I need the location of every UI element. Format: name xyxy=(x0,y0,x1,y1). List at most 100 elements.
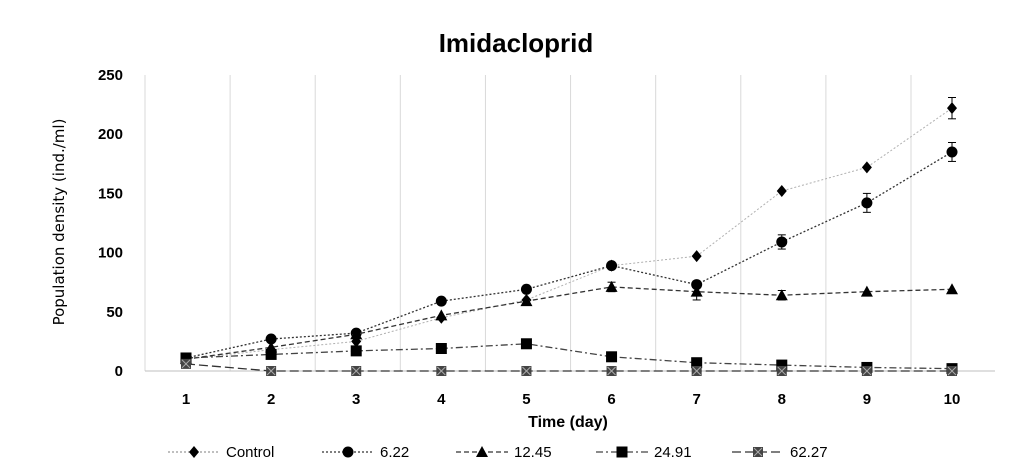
y-tick-label: 100 xyxy=(98,245,123,262)
data-point xyxy=(861,197,873,209)
marker-circle xyxy=(946,146,958,158)
chart-title: Imidacloprid xyxy=(439,28,594,58)
data-point xyxy=(690,285,703,297)
data-point xyxy=(521,366,532,376)
marker-square xyxy=(520,338,532,350)
data-point xyxy=(947,366,957,376)
marker-circle xyxy=(435,295,447,307)
data-point xyxy=(266,366,277,376)
marker-circle xyxy=(342,446,354,458)
legend-item: 62.27 xyxy=(732,444,828,461)
data-point xyxy=(350,345,362,357)
series-line xyxy=(185,363,952,372)
marker-triangle xyxy=(476,446,488,457)
marker-x-stroke xyxy=(522,366,531,376)
data-point xyxy=(351,366,362,376)
marker-diamond xyxy=(189,446,199,458)
data-point xyxy=(776,366,787,376)
marker-x-stroke xyxy=(266,366,276,376)
y-tick-label: 150 xyxy=(98,185,123,202)
marker-square xyxy=(776,359,788,371)
data-point xyxy=(520,295,533,307)
data-point xyxy=(946,283,958,295)
x-tick-label: 6 xyxy=(607,391,615,408)
series-line xyxy=(185,151,953,359)
legend-item: Control xyxy=(168,444,274,461)
data-point xyxy=(520,283,532,295)
data-point xyxy=(691,366,702,376)
y-tick-label: 50 xyxy=(106,304,123,321)
legend-label: 24.91 xyxy=(654,444,692,461)
legend-layer: Control 6.22 12.45 24.91 62.27 xyxy=(168,444,828,461)
x-tick-label: 2 xyxy=(267,391,275,408)
marker-square xyxy=(606,351,618,363)
marker-x-stroke xyxy=(777,366,787,376)
marker-circle xyxy=(776,236,788,248)
data-point xyxy=(520,338,532,350)
data-point xyxy=(476,446,488,457)
x-tick-label: 1 xyxy=(182,391,190,408)
data-point xyxy=(753,447,763,457)
data-point xyxy=(776,359,788,371)
series-layer xyxy=(180,96,958,376)
marker-square xyxy=(691,357,703,369)
data-point xyxy=(860,285,873,297)
data-point xyxy=(775,289,788,301)
marker-triangle xyxy=(605,280,618,292)
data-point xyxy=(435,295,447,307)
legend-item: 24.91 xyxy=(596,444,692,461)
data-point xyxy=(691,357,703,369)
marker-x-stroke xyxy=(862,366,872,376)
grid-layer xyxy=(144,75,912,371)
marker-triangle xyxy=(775,289,788,301)
data-point xyxy=(946,146,958,158)
marker-triangle xyxy=(350,328,363,340)
data-point xyxy=(861,366,872,376)
x-tick-label: 3 xyxy=(352,391,360,408)
data-point xyxy=(436,366,447,376)
data-point xyxy=(342,446,354,458)
marker-x-stroke xyxy=(753,447,763,457)
marker-x-stroke xyxy=(607,366,616,376)
marker-x-stroke xyxy=(351,366,361,376)
marker-x-stroke xyxy=(692,366,702,376)
series-line xyxy=(185,286,953,360)
legend-label: 62.27 xyxy=(790,444,828,461)
data-point xyxy=(606,260,618,272)
data-point xyxy=(605,280,618,292)
y-tick-label: 0 xyxy=(115,363,123,380)
marker-x-stroke xyxy=(947,366,957,376)
marker-triangle xyxy=(946,283,958,295)
marker-triangle xyxy=(520,295,533,307)
marker-triangle xyxy=(690,285,703,297)
data-point xyxy=(350,328,363,340)
data-point xyxy=(776,185,787,198)
marker-square xyxy=(265,348,277,360)
data-point xyxy=(606,351,618,363)
x-tick-label: 4 xyxy=(437,391,446,408)
x-tick-label: 8 xyxy=(778,391,786,408)
marker-square xyxy=(350,345,362,357)
x-tick-label: 5 xyxy=(522,391,530,408)
legend-item: 12.45 xyxy=(456,444,552,461)
marker-square xyxy=(180,352,192,364)
series-line xyxy=(185,107,953,360)
legend-label: 12.45 xyxy=(514,444,552,461)
marker-circle xyxy=(606,260,618,272)
data-point xyxy=(265,348,277,360)
marker-x-stroke xyxy=(436,366,446,376)
marker-circle xyxy=(861,197,873,209)
series-2 xyxy=(180,280,958,365)
x-tick-label: 9 xyxy=(863,391,871,408)
data-point xyxy=(435,309,448,321)
marker-triangle xyxy=(435,309,448,321)
marker-diamond xyxy=(947,102,957,115)
x-tick-label: 10 xyxy=(944,391,961,408)
data-point xyxy=(180,352,192,364)
series-4 xyxy=(181,358,957,376)
data-point xyxy=(181,358,191,369)
data-point xyxy=(691,250,702,263)
data-point xyxy=(265,333,277,345)
